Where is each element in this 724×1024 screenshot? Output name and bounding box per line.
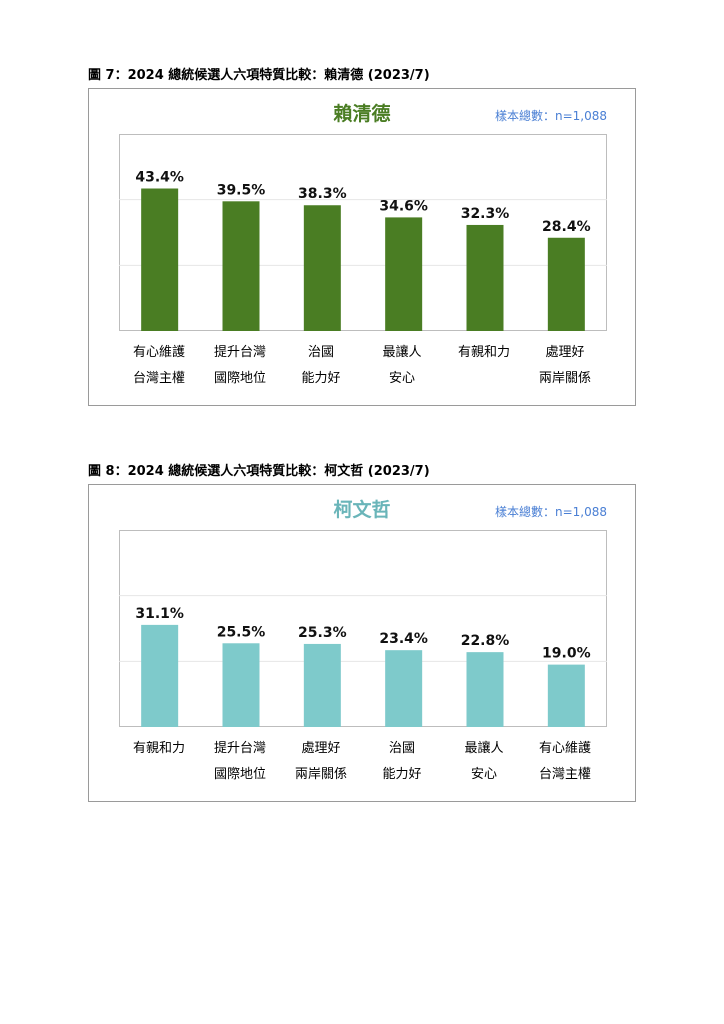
category-label-6: 有心維護 台灣主權 [525, 736, 605, 788]
bar [222, 201, 260, 331]
category-label-line-2: 國際地位 [213, 767, 266, 782]
category-label-line-2: 兩岸關係 [538, 371, 591, 386]
data-label: 23.4% [379, 631, 428, 647]
bar [547, 237, 585, 331]
category-label-line-1: 治國 [388, 741, 415, 756]
data-label: 43.4% [135, 170, 184, 186]
bar [466, 652, 504, 727]
category-label-line-2: 能力好 [382, 767, 422, 782]
chart-title: 賴清德 [333, 103, 391, 125]
sample-size-note: 樣本總數：n=1,088 [494, 109, 607, 123]
category-label-line-1: 提升台灣 [213, 741, 266, 756]
figure-8-chart-frame: 柯文哲 樣本總數：n=1,088 31.1% 25.5% 25.3% 23.4% 22.… [88, 484, 636, 802]
bar-chart-svg: 43.4% 39.5% 38.3% 34.6% 32.3% 28.4% [119, 134, 607, 331]
category-label-line-1: 治國 [307, 345, 334, 360]
bar [222, 643, 260, 727]
category-label-line-1: 處理好 [545, 345, 585, 360]
data-label: 19.0% [542, 646, 591, 662]
category-label-line-1: 提升台灣 [213, 345, 266, 360]
bar [547, 664, 585, 727]
bar [385, 650, 423, 727]
category-label-line-1: 有親和力 [457, 345, 510, 360]
category-label-line-1: 有心維護 [538, 741, 591, 756]
category-label-line-1: 有心維護 [132, 345, 185, 360]
category-label-2: 提升台灣 國際地位 [200, 340, 280, 392]
category-label-line-2 [444, 366, 524, 392]
category-label-line-2: 安心 [470, 767, 497, 782]
plot-area: 31.1% 25.5% 25.3% 23.4% 22.8% 19.0% [119, 530, 607, 727]
data-label: 25.5% [217, 624, 266, 640]
data-label: 25.3% [298, 625, 347, 641]
figure-7-caption: 圖 7：2024 總統候選人六項特質比較：賴清德 (2023/7) [88, 68, 430, 83]
category-label-line-1: 最讓人 [464, 741, 504, 756]
data-label: 28.4% [542, 219, 591, 235]
data-label: 34.6% [379, 198, 428, 214]
category-label-line-2: 台灣主權 [538, 767, 591, 782]
bar [141, 188, 179, 331]
figure-8-caption: 圖 8：2024 總統候選人六項特質比較：柯文哲 (2023/7) [88, 464, 430, 479]
bar [385, 217, 423, 331]
category-label-2: 提升台灣 國際地位 [200, 736, 280, 788]
category-label-3: 治國 能力好 [281, 340, 361, 392]
bar [303, 643, 341, 727]
category-label-4: 最讓人 安心 [362, 340, 442, 392]
data-label: 32.3% [461, 206, 510, 222]
category-label-line-1: 處理好 [301, 741, 341, 756]
category-label-line-1: 最讓人 [382, 345, 422, 360]
plot-border [119, 530, 607, 727]
bar-chart-svg: 31.1% 25.5% 25.3% 23.4% 22.8% 19.0% [119, 530, 607, 727]
bar [466, 224, 504, 331]
category-label-5: 有親和力 [444, 340, 524, 392]
category-label-1: 有心維護 台灣主權 [119, 340, 199, 392]
category-label-line-2: 兩岸關係 [294, 767, 347, 782]
data-label: 38.3% [298, 186, 347, 202]
category-label-4: 治國 能力好 [362, 736, 442, 788]
data-label: 39.5% [217, 182, 266, 198]
category-label-3: 處理好 兩岸關係 [281, 736, 361, 788]
bar [141, 624, 179, 727]
category-label-5: 最讓人 安心 [444, 736, 524, 788]
category-label-line-1: 有親和力 [132, 741, 185, 756]
bar [303, 205, 341, 331]
category-label-line-2: 能力好 [301, 371, 341, 386]
category-label-line-2: 安心 [388, 371, 415, 386]
figure-7-chart-frame: 賴清德 樣本總數：n=1,088 43.4% 39.5% 38.3% 34.6% 32.… [88, 88, 636, 406]
category-label-6: 處理好 兩岸關係 [525, 340, 605, 392]
sample-size-note: 樣本總數：n=1,088 [494, 505, 607, 519]
category-label-1: 有親和力 [119, 736, 199, 788]
category-label-line-2: 國際地位 [213, 371, 266, 386]
plot-border [119, 134, 607, 331]
data-label: 31.1% [135, 606, 184, 622]
data-label: 22.8% [461, 633, 510, 649]
category-label-line-2 [119, 762, 199, 788]
category-label-line-2: 台灣主權 [132, 371, 185, 386]
chart-title: 柯文哲 [333, 499, 391, 521]
plot-area: 43.4% 39.5% 38.3% 34.6% 32.3% 28.4% [119, 134, 607, 331]
